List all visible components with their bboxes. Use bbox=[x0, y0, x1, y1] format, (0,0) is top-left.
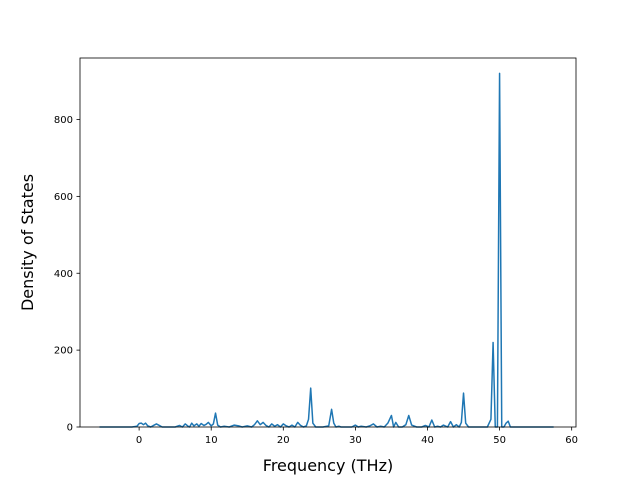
plot-area bbox=[79, 57, 577, 428]
y-tick-label: 200 bbox=[54, 346, 73, 357]
x-tick-label: 40 bbox=[421, 435, 434, 446]
x-tick-label: 60 bbox=[565, 435, 578, 446]
x-tick-label: 10 bbox=[205, 435, 218, 446]
x-tick-label: 50 bbox=[493, 435, 506, 446]
x-axis-label: Frequency (THz) bbox=[263, 456, 393, 475]
plot-frame bbox=[79, 57, 577, 428]
y-tick-label: 400 bbox=[54, 269, 73, 280]
y-tick-label: 600 bbox=[54, 192, 73, 203]
y-axis-ticks: 0 200 400 600 800 bbox=[54, 115, 80, 434]
x-tick-label: 30 bbox=[349, 435, 362, 446]
y-axis-label: Density of States bbox=[18, 174, 37, 311]
x-axis-ticks: 0 10 20 30 40 50 60 bbox=[136, 427, 578, 446]
x-tick-label: 20 bbox=[277, 435, 290, 446]
y-tick-label: 0 bbox=[67, 423, 73, 434]
x-tick-label: 0 bbox=[136, 435, 142, 446]
y-tick-label: 800 bbox=[54, 115, 73, 126]
